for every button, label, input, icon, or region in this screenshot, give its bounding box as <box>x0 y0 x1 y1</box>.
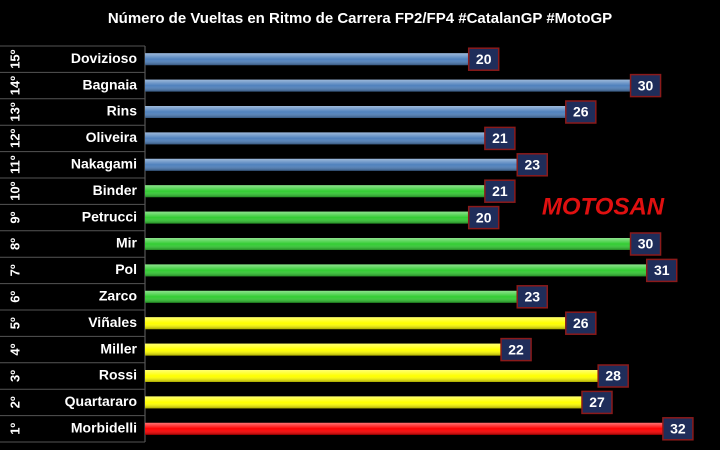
value-label: 28 <box>605 368 621 384</box>
category-label: Rossi <box>99 367 137 383</box>
bar-shine <box>145 422 663 435</box>
value-label: 22 <box>508 341 524 357</box>
rank-label: 3º <box>7 370 22 382</box>
category-label: Dovizioso <box>71 50 137 66</box>
value-label-box <box>597 364 629 388</box>
category-label: Morbidelli <box>71 420 137 436</box>
rank-label: 11º <box>7 155 22 174</box>
category-label: Viñales <box>88 314 137 330</box>
bar-shine <box>145 290 518 303</box>
rank-label: 1º <box>7 423 22 435</box>
value-label-box <box>516 285 549 309</box>
value-label: 27 <box>589 394 605 410</box>
value-label-box <box>565 100 597 124</box>
category-label: Nakagami <box>71 156 137 172</box>
value-label-box <box>629 73 662 98</box>
bar-shine <box>145 370 599 382</box>
bar-shine <box>145 106 566 118</box>
rank-label: 13º <box>7 102 22 121</box>
value-label-box <box>484 179 516 203</box>
value-label: 30 <box>638 236 654 252</box>
value-label-box <box>516 153 549 177</box>
bar-shine <box>145 53 469 66</box>
value-label: 20 <box>476 209 492 225</box>
category-label: Petrucci <box>82 208 137 224</box>
rank-label: 6º <box>7 291 22 303</box>
bar-shine <box>145 238 631 250</box>
value-label-box <box>645 258 678 283</box>
value-label: 21 <box>492 183 508 199</box>
value-label: 23 <box>524 289 540 305</box>
bar-shine <box>145 158 518 171</box>
category-label: Oliveira <box>86 129 138 145</box>
bar-shine <box>145 264 647 277</box>
bar-shine <box>145 396 582 409</box>
category-label: Zarco <box>99 288 137 304</box>
category-label: Binder <box>93 182 138 198</box>
value-label: 32 <box>670 421 686 437</box>
category-label: Miller <box>100 340 137 356</box>
chart-title: Número de Vueltas en Ritmo de Carrera FP… <box>108 10 612 27</box>
rank-label: 9º <box>7 211 22 223</box>
value-label: 26 <box>573 104 589 120</box>
rank-label: 10º <box>7 181 22 200</box>
value-label: 23 <box>524 157 540 173</box>
value-label-box <box>662 417 694 441</box>
category-label: Pol <box>115 261 137 277</box>
category-label: Quartararo <box>65 393 137 409</box>
watermark: MOTOSAN <box>542 193 665 220</box>
rank-label: 4º <box>7 343 22 355</box>
value-label: 31 <box>654 262 670 278</box>
bar-shine <box>145 132 485 145</box>
rank-label: 14º <box>7 76 22 95</box>
value-label: 21 <box>492 130 508 146</box>
value-label-box <box>629 232 662 256</box>
value-label-box <box>484 126 516 151</box>
rank-label: 5º <box>7 317 22 329</box>
value-label-box <box>467 47 500 71</box>
category-label: Rins <box>107 103 138 119</box>
bar-shine <box>145 185 485 198</box>
bar-shine <box>145 317 566 330</box>
bar-shine <box>145 343 502 356</box>
category-label: Mir <box>116 235 138 251</box>
value-label-box <box>467 205 500 230</box>
rank-label: 12º <box>7 129 22 148</box>
rank-label: 8º <box>7 238 22 250</box>
rank-label: 15º <box>7 49 22 68</box>
bar-shine <box>145 79 631 92</box>
value-label-box <box>581 390 613 415</box>
value-label-box <box>565 311 597 335</box>
value-label: 20 <box>476 51 492 67</box>
value-label: 26 <box>573 315 589 331</box>
value-label-box <box>500 337 532 362</box>
value-label: 30 <box>638 77 654 93</box>
bar-shine <box>145 211 469 224</box>
category-label: Bagnaia <box>83 76 138 92</box>
rank-label: 7º <box>7 264 22 276</box>
rank-label: 2º <box>7 396 22 408</box>
